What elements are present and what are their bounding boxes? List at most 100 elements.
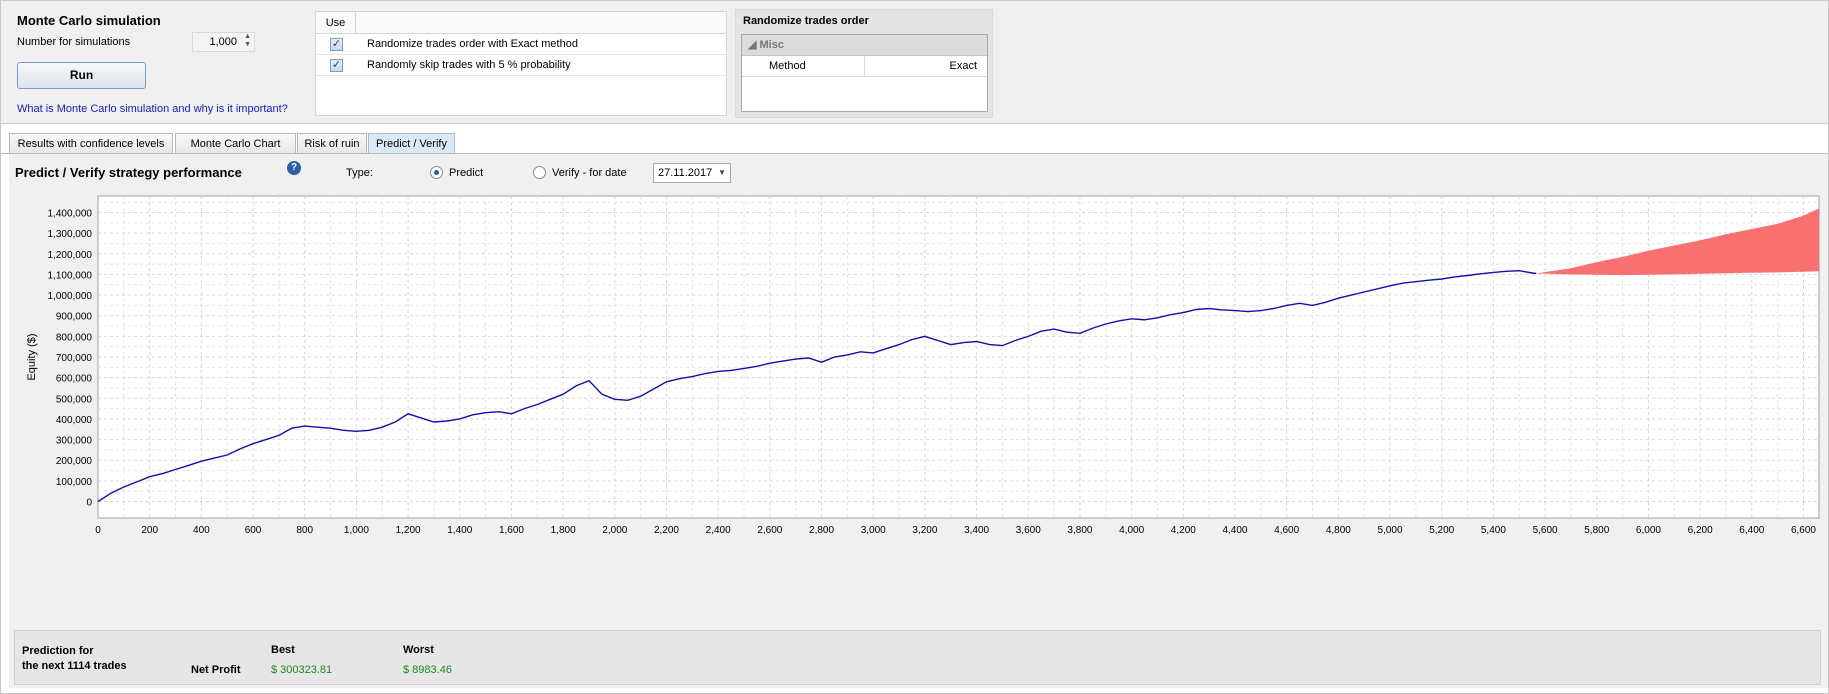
simulation-settings-bar: Monte Carlo simulation Number for simula… (0, 0, 1829, 124)
use-column-header: Use (316, 12, 356, 34)
x-tick-label: 1,400 (447, 525, 472, 536)
prediction-caption: Prediction for the next 1114 trades (22, 644, 127, 674)
x-tick-label: 3,400 (964, 525, 989, 536)
x-tick-label: 0 (95, 525, 101, 536)
property-value-method[interactable]: Exact (949, 60, 977, 72)
y-axis-label: Equity ($) (26, 333, 38, 380)
y-tick-label: 1,200,000 (48, 250, 93, 261)
simulations-count-value: 1,000 (209, 36, 237, 48)
x-tick-label: 600 (245, 525, 262, 536)
x-tick-label: 1,000 (344, 525, 369, 536)
x-tick-label: 6,400 (1739, 525, 1764, 536)
x-tick-label: 5,600 (1533, 525, 1558, 536)
x-tick-label: 3,200 (912, 525, 937, 536)
net-profit-label: Net Profit (191, 664, 241, 676)
y-tick-label: 300,000 (56, 436, 93, 447)
x-tick-label: 3,000 (861, 525, 886, 536)
y-tick-label: 500,000 (56, 394, 93, 405)
prediction-band (1536, 208, 1819, 276)
x-tick-label: 800 (296, 525, 313, 536)
run-button[interactable]: Run (17, 62, 146, 89)
y-tick-label: 900,000 (56, 312, 93, 323)
y-tick-label: 1,000,000 (48, 291, 93, 302)
x-tick-label: 1,200 (396, 525, 421, 536)
predict-radio[interactable] (430, 166, 443, 179)
verify-date-select[interactable]: 27.11.2017 ▼ (653, 163, 731, 183)
x-tick-label: 6,000 (1636, 525, 1661, 536)
x-tick-label: 2,400 (706, 525, 731, 536)
simulations-count-stepper[interactable]: 1,000 ▲ ▼ (192, 32, 255, 52)
y-tick-label: 100,000 (56, 477, 93, 488)
y-tick-label: 700,000 (56, 353, 93, 364)
property-group-misc[interactable]: ◢ Misc (742, 35, 987, 56)
y-tick-label: 400,000 (56, 415, 93, 426)
x-tick-label: 2,000 (602, 525, 627, 536)
x-tick-label: 200 (141, 525, 158, 536)
worst-header: Worst (403, 644, 434, 656)
x-tick-label: 5,200 (1429, 525, 1454, 536)
y-tick-label: 0 (86, 497, 92, 508)
dropdown-arrow-icon[interactable]: ▼ (718, 168, 726, 177)
randomize-option-label: Randomize trades order with Exact method (367, 38, 578, 50)
x-tick-label: 5,000 (1378, 525, 1403, 536)
tabs-divider (0, 153, 1829, 154)
x-tick-label: 1,600 (499, 525, 524, 536)
skip-trades-option-label: Randomly skip trades with 5 % probabilit… (367, 59, 571, 71)
randomize-panel-title: Randomize trades order (743, 15, 869, 27)
simulations-count-label: Number for simulations (17, 36, 131, 48)
question-icon[interactable]: ? (287, 161, 301, 175)
prediction-caption-line1: Prediction for (22, 645, 94, 657)
y-tick-label: 1,400,000 (48, 209, 93, 220)
y-tick-label: 200,000 (56, 456, 93, 467)
verify-radio-label: Verify - for date (552, 167, 627, 179)
option-row-skip-trades[interactable]: ✓ Randomly skip trades with 5 % probabil… (316, 55, 726, 76)
stepper-arrows-icon[interactable]: ▲ ▼ (244, 33, 251, 48)
x-tick-label: 6,600 (1791, 525, 1816, 536)
x-tick-label: 4,400 (1222, 525, 1247, 536)
predict-radio-label: Predict (449, 167, 484, 179)
options-table-header: Use (316, 12, 726, 34)
property-key-method: Method (742, 56, 865, 76)
predict-verify-title: Predict / Verify strategy performance (15, 165, 242, 180)
x-tick-label: 2,200 (654, 525, 679, 536)
tab-risk-of-ruin[interactable]: Risk of ruin (297, 133, 367, 154)
x-tick-label: 5,400 (1481, 525, 1506, 536)
y-tick-label: 1,100,000 (48, 270, 93, 281)
simulation-options-table: Use ✓ Randomize trades order with Exact … (315, 11, 727, 116)
x-tick-label: 2,600 (757, 525, 782, 536)
worst-net-profit-value: $ 8983.46 (403, 664, 452, 676)
x-tick-label: 1,800 (551, 525, 576, 536)
skip-trades-checkbox[interactable]: ✓ (330, 59, 343, 72)
tab-predict-verify[interactable]: Predict / Verify (368, 133, 455, 154)
equity-line (97, 269, 1537, 503)
property-row-method[interactable]: Method Exact (742, 56, 987, 77)
verify-date-value: 27.11.2017 (658, 167, 713, 179)
x-tick-label: 3,800 (1067, 525, 1092, 536)
prediction-summary (14, 630, 1821, 685)
randomize-properties-panel: Randomize trades order ◢ Misc Method Exa… (735, 9, 993, 118)
x-tick-label: 3,600 (1016, 525, 1041, 536)
x-tick-label: 4,000 (1119, 525, 1144, 536)
option-row-randomize[interactable]: ✓ Randomize trades order with Exact meth… (316, 34, 726, 55)
best-header: Best (271, 644, 295, 656)
y-tick-label: 600,000 (56, 374, 93, 385)
tab-monte-carlo-chart[interactable]: Monte Carlo Chart (175, 133, 296, 154)
tab-results-confidence[interactable]: Results with confidence levels (9, 133, 173, 154)
x-tick-label: 4,200 (1171, 525, 1196, 536)
x-tick-label: 2,800 (809, 525, 834, 536)
x-tick-label: 400 (193, 525, 210, 536)
collapse-triangle-icon[interactable]: ◢ (748, 39, 760, 51)
property-grid: ◢ Misc Method Exact (741, 34, 988, 112)
y-tick-label: 800,000 (56, 332, 93, 343)
equity-chart: 0 100,000 200,000 300,000 400,000 500,000 600,… (13, 194, 1821, 624)
monte-carlo-help-link[interactable]: What is Monte Carlo simulation and why i… (17, 103, 288, 115)
randomize-checkbox[interactable]: ✓ (330, 38, 343, 51)
equity-chart-svg: 0 100,000 200,000 300,000 400,000 500,000 600,… (26, 195, 1820, 536)
monte-carlo-title: Monte Carlo simulation (17, 13, 161, 28)
type-label: Type: (346, 167, 373, 179)
best-net-profit-value: $ 300323.81 (271, 664, 333, 676)
x-tick-label: 5,800 (1584, 525, 1609, 536)
y-tick-label: 1,300,000 (48, 229, 93, 240)
verify-radio[interactable] (533, 166, 546, 179)
prediction-caption-line2: the next 1114 trades (22, 660, 127, 672)
